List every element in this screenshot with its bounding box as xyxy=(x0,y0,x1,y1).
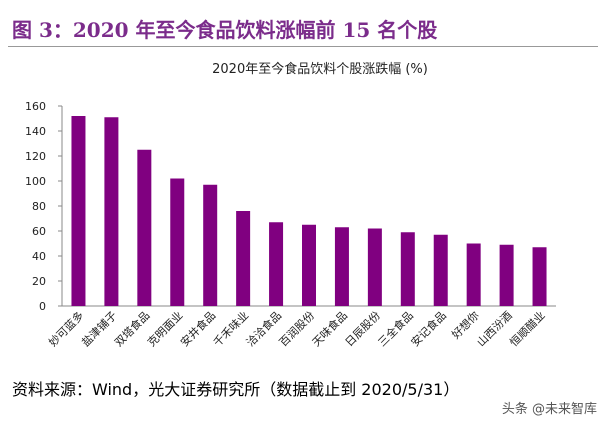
bar xyxy=(269,222,284,306)
bar xyxy=(499,244,514,306)
bar xyxy=(433,234,448,306)
divider xyxy=(8,46,598,47)
y-tick-label: 160 xyxy=(25,100,46,113)
bar xyxy=(334,227,349,306)
chart-title: 2020年至今食品饮料个股涨跌幅 (%) xyxy=(212,61,428,77)
x-tick-label: 妙可蓝多 xyxy=(46,308,87,349)
y-tick-label: 120 xyxy=(25,150,46,163)
x-tick-label: 山西汾酒 xyxy=(474,309,514,349)
x-tick-label: 双塔食品 xyxy=(111,308,152,349)
x-tick-label: 千禾味业 xyxy=(211,309,251,349)
x-tick-label: 洽洽食品 xyxy=(243,308,284,349)
bar xyxy=(466,243,481,306)
source-note: 资料来源：Wind，光大证券研究所（数据截止到 2020/5/31） xyxy=(12,380,460,399)
bar xyxy=(302,224,316,306)
y-tick-label: 20 xyxy=(32,275,46,288)
bar xyxy=(203,184,218,306)
figure-title: 图 3：2020 年至今食品饮料涨幅前 15 名个股 xyxy=(12,18,438,42)
bar xyxy=(71,116,86,306)
x-tick-label: 恒顺醋业 xyxy=(507,308,548,349)
x-tick-label: 安井食品 xyxy=(177,308,218,349)
watermark: 头条 @未来智库 xyxy=(501,398,597,417)
x-tick-label: 日辰股份 xyxy=(343,309,383,349)
x-tick-label: 盐津铺子 xyxy=(79,309,119,349)
bar xyxy=(170,178,185,306)
bar xyxy=(236,211,251,306)
y-tick-label: 60 xyxy=(32,225,46,238)
bar xyxy=(137,149,152,306)
x-tick-label: 三全食品 xyxy=(375,308,416,349)
x-tick-label: 克明面业 xyxy=(145,309,185,349)
bar xyxy=(104,117,119,306)
y-tick-label: 100 xyxy=(25,175,46,188)
bar xyxy=(400,232,415,306)
bar xyxy=(367,228,382,306)
y-tick-label: 140 xyxy=(25,125,46,138)
y-tick-label: 40 xyxy=(32,250,46,263)
bar xyxy=(532,247,547,306)
x-tick-label: 天味食品 xyxy=(309,308,350,349)
y-tick-label: 0 xyxy=(39,300,46,313)
x-tick-label: 安记食品 xyxy=(408,308,449,349)
chart: 2020年至今食品饮料个股涨跌幅 (%) 0 20 40 60 80 100 120 140 1… xyxy=(25,61,556,349)
x-tick-label: 百润股份 xyxy=(276,308,317,349)
y-tick-label: 80 xyxy=(32,200,46,213)
